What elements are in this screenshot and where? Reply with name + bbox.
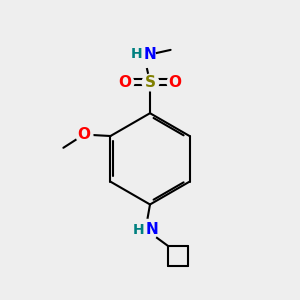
Text: S: S — [145, 75, 155, 90]
Text: H: H — [131, 47, 142, 61]
Text: N: N — [144, 47, 156, 62]
Text: H: H — [132, 223, 144, 236]
Text: N: N — [146, 222, 158, 237]
Text: O: O — [77, 127, 91, 142]
Text: O: O — [169, 75, 182, 90]
Text: O: O — [118, 75, 131, 90]
